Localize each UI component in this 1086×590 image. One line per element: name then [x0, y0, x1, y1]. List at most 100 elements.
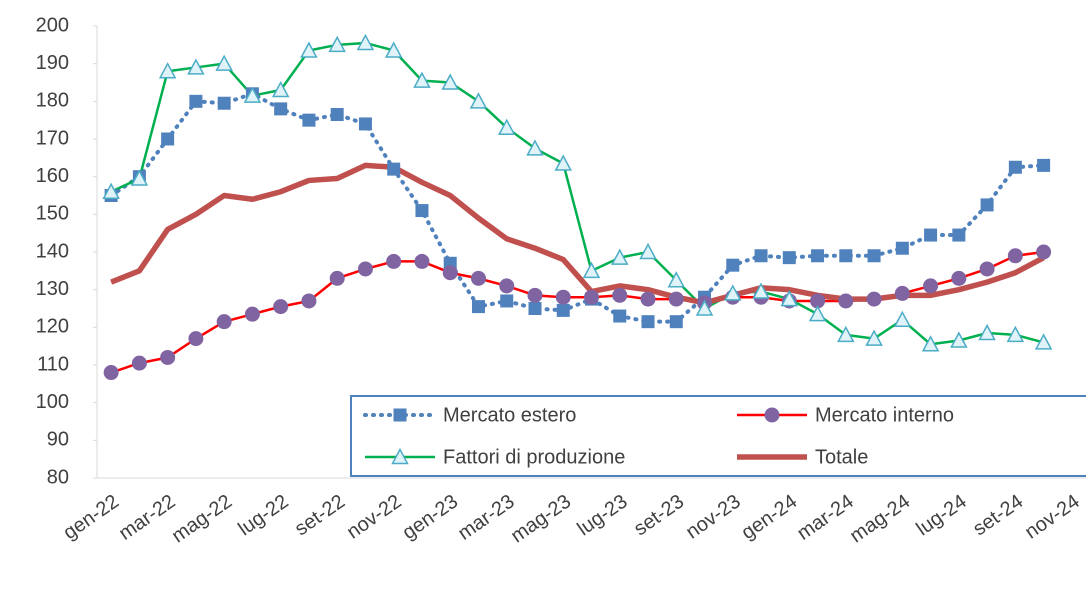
data-point [302, 113, 316, 127]
data-point [271, 80, 290, 98]
data-point [980, 198, 994, 212]
y-tick-label: 120 [36, 316, 69, 338]
data-point [357, 261, 373, 277]
data-point [499, 278, 515, 294]
data-point [865, 329, 883, 346]
y-tick-label: 200 [36, 14, 69, 36]
data-point [668, 291, 684, 307]
data-point [387, 162, 401, 176]
legend-marker [391, 447, 409, 465]
data-point [923, 278, 939, 294]
data-point [726, 258, 740, 272]
data-point [780, 289, 799, 307]
y-tick-label: 100 [36, 391, 69, 413]
y-tick-label: 130 [36, 278, 69, 300]
legend-marker [764, 407, 780, 423]
data-point [667, 271, 686, 288]
data-point [358, 117, 372, 131]
data-point [978, 323, 996, 341]
data-point [952, 228, 966, 242]
data-point [497, 118, 516, 135]
y-tick-label: 140 [36, 240, 69, 262]
data-point [556, 303, 570, 317]
data-point [951, 270, 967, 286]
x-tick-label: nov-23 [682, 490, 745, 543]
data-point [413, 71, 431, 88]
y-tick-label: 90 [47, 429, 69, 451]
data-point [1034, 333, 1053, 350]
data-point [554, 154, 572, 171]
x-tick-label: set-23 [630, 490, 688, 540]
data-point [189, 94, 203, 108]
x-tick-label: mag-24 [846, 490, 914, 547]
data-point [582, 261, 601, 279]
x-tick-label: set-22 [291, 490, 349, 540]
data-point [188, 331, 204, 347]
data-point [471, 300, 485, 314]
data-point [808, 305, 827, 322]
data-point [217, 96, 231, 110]
y-tick-label: 160 [36, 165, 69, 187]
x-tick-label: mar-24 [793, 490, 858, 544]
data-point [894, 285, 910, 301]
data-point [555, 289, 571, 305]
data-point [441, 73, 459, 90]
data-point [1036, 244, 1052, 260]
x-tick-label: mag-22 [168, 490, 236, 547]
data-point [384, 41, 403, 58]
data-point [866, 291, 882, 307]
x-tick-label: mar-23 [454, 490, 519, 544]
x-tick-label: mag-23 [507, 490, 575, 547]
data-point [838, 293, 854, 309]
data-point [244, 306, 260, 322]
x-tick-label: lug-22 [234, 490, 292, 540]
data-point [414, 253, 430, 269]
legend-label: Mercato interno [815, 404, 954, 426]
data-point [611, 248, 629, 265]
legend-marker [393, 408, 407, 422]
data-point [1008, 160, 1022, 174]
data-point [950, 331, 968, 348]
data-point [158, 62, 177, 79]
data-point [160, 349, 176, 365]
data-point [528, 302, 542, 315]
data-point [356, 33, 375, 51]
x-tick-label: set-24 [969, 490, 1027, 540]
data-point [893, 310, 912, 328]
data-point [386, 253, 402, 269]
y-tick-label: 150 [36, 203, 69, 225]
data-point [979, 261, 995, 277]
data-point [924, 228, 938, 242]
data-point [131, 355, 147, 371]
data-point [103, 365, 119, 381]
data-point [216, 314, 232, 330]
data-point [810, 293, 826, 309]
data-point [415, 204, 429, 218]
x-tick-label: lug-24 [913, 490, 971, 540]
legend-label: Mercato estero [443, 404, 576, 426]
legend-box [350, 395, 1086, 477]
y-tick-label: 190 [36, 52, 69, 74]
data-point [669, 315, 683, 329]
data-point [329, 270, 345, 286]
data-point [613, 309, 627, 323]
series-line [110, 41, 1044, 346]
data-point [215, 54, 233, 71]
data-point [837, 325, 855, 343]
data-point [895, 241, 909, 255]
data-point [1006, 325, 1025, 343]
x-tick-label: nov-22 [343, 490, 406, 543]
data-point [867, 249, 881, 263]
data-point [330, 108, 344, 122]
series-line [110, 162, 1045, 306]
data-point [470, 270, 486, 286]
data-point [273, 299, 289, 315]
data-point [469, 92, 488, 109]
data-point [752, 282, 770, 299]
y-tick-label: 180 [36, 90, 69, 112]
data-point [274, 102, 288, 116]
data-point [695, 299, 714, 316]
data-point [641, 315, 655, 329]
data-point [584, 289, 599, 305]
